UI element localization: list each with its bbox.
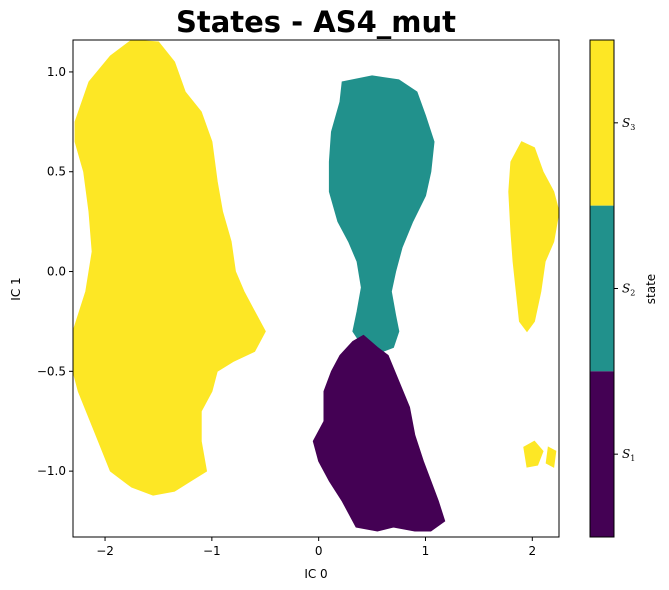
x-axis-label: IC 0 bbox=[304, 567, 327, 581]
region-s2-4 bbox=[328, 75, 435, 352]
x-tick-label: −1 bbox=[203, 544, 221, 558]
x-tick-label: 0 bbox=[315, 544, 323, 558]
x-axis-ticks: −2 −1 0 1 2 bbox=[96, 537, 536, 558]
y-tick-label: 0.0 bbox=[47, 265, 66, 279]
region-s3-2 bbox=[523, 440, 544, 468]
x-tick-label: 2 bbox=[528, 544, 536, 558]
colorbar-tick-label: S1 bbox=[622, 447, 635, 463]
region-s3-1 bbox=[508, 141, 559, 333]
y-tick-label: −0.5 bbox=[37, 364, 66, 378]
colorbar-label: state bbox=[644, 274, 658, 304]
state-regions bbox=[73, 40, 559, 532]
colorbar-frame bbox=[589, 39, 615, 538]
y-tick-label: −1.0 bbox=[37, 464, 66, 478]
region-s3-3 bbox=[545, 446, 557, 468]
region-s1-5 bbox=[312, 334, 446, 532]
y-axis-label: IC 1 bbox=[9, 277, 23, 300]
plot-frame bbox=[72, 39, 560, 538]
y-tick-label: 1.0 bbox=[47, 65, 66, 79]
colorbar-segment-s3 bbox=[590, 40, 614, 206]
chart-title: States - AS4_mut bbox=[176, 5, 456, 39]
y-tick-label: 0.5 bbox=[47, 165, 66, 179]
colorbar-segment-s2 bbox=[590, 205, 614, 372]
y-axis-ticks: 1.0 0.5 0.0 −0.5 −1.0 bbox=[37, 65, 73, 478]
x-tick-label: 1 bbox=[422, 544, 430, 558]
colorbar-tick-label: S2 bbox=[622, 282, 635, 298]
colorbar-segment-s1 bbox=[590, 371, 614, 537]
region-s3-0 bbox=[73, 40, 266, 496]
colorbar: S3 S2 S1 bbox=[589, 39, 635, 538]
colorbar-tick-label: S3 bbox=[622, 116, 635, 132]
x-tick-label: −2 bbox=[96, 544, 114, 558]
